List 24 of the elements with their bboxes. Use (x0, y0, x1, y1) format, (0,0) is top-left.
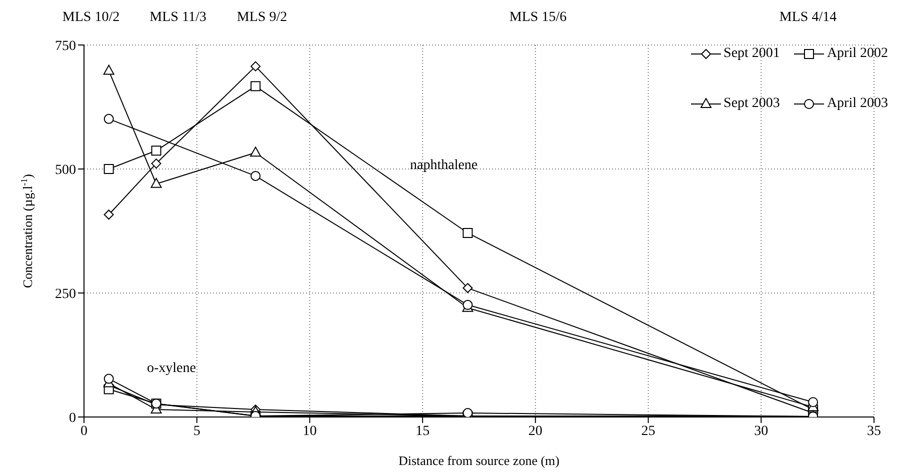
text: MLS 4/14 (779, 10, 837, 26)
text: MLS 9/2 (236, 10, 288, 26)
annotation: naphthalene (410, 158, 478, 174)
x-tick-label: 35 (867, 424, 881, 439)
x-tick-label: 5 (193, 424, 200, 439)
y-tick-label: 500 (55, 162, 76, 178)
y-tick-label: 0 (69, 410, 76, 426)
x-tick-label: 20 (528, 424, 542, 439)
legend-label: April 2003 (826, 96, 888, 112)
x-tick-label: 30 (754, 424, 768, 439)
text: MLS 11/3 (150, 10, 206, 26)
legend-label: April 2002 (826, 46, 888, 62)
x-tick-label: 10 (302, 424, 317, 439)
x-tick-label: 0 (80, 424, 88, 439)
text: MLS 10/2 (62, 10, 120, 26)
text: MLS 15/6 (509, 10, 567, 26)
x-tick-label: 25 (641, 424, 656, 439)
x-tick-label: 15 (416, 424, 430, 439)
legend-label: Sept 2001 (724, 46, 780, 62)
annotation: o-xylene (147, 361, 196, 377)
y-tick-label: 750 (55, 38, 76, 54)
x-axis-title: Distance from source zone (m) (398, 453, 560, 468)
legend-label: Sept 2003 (724, 96, 780, 112)
y-tick-label: 250 (55, 286, 76, 302)
